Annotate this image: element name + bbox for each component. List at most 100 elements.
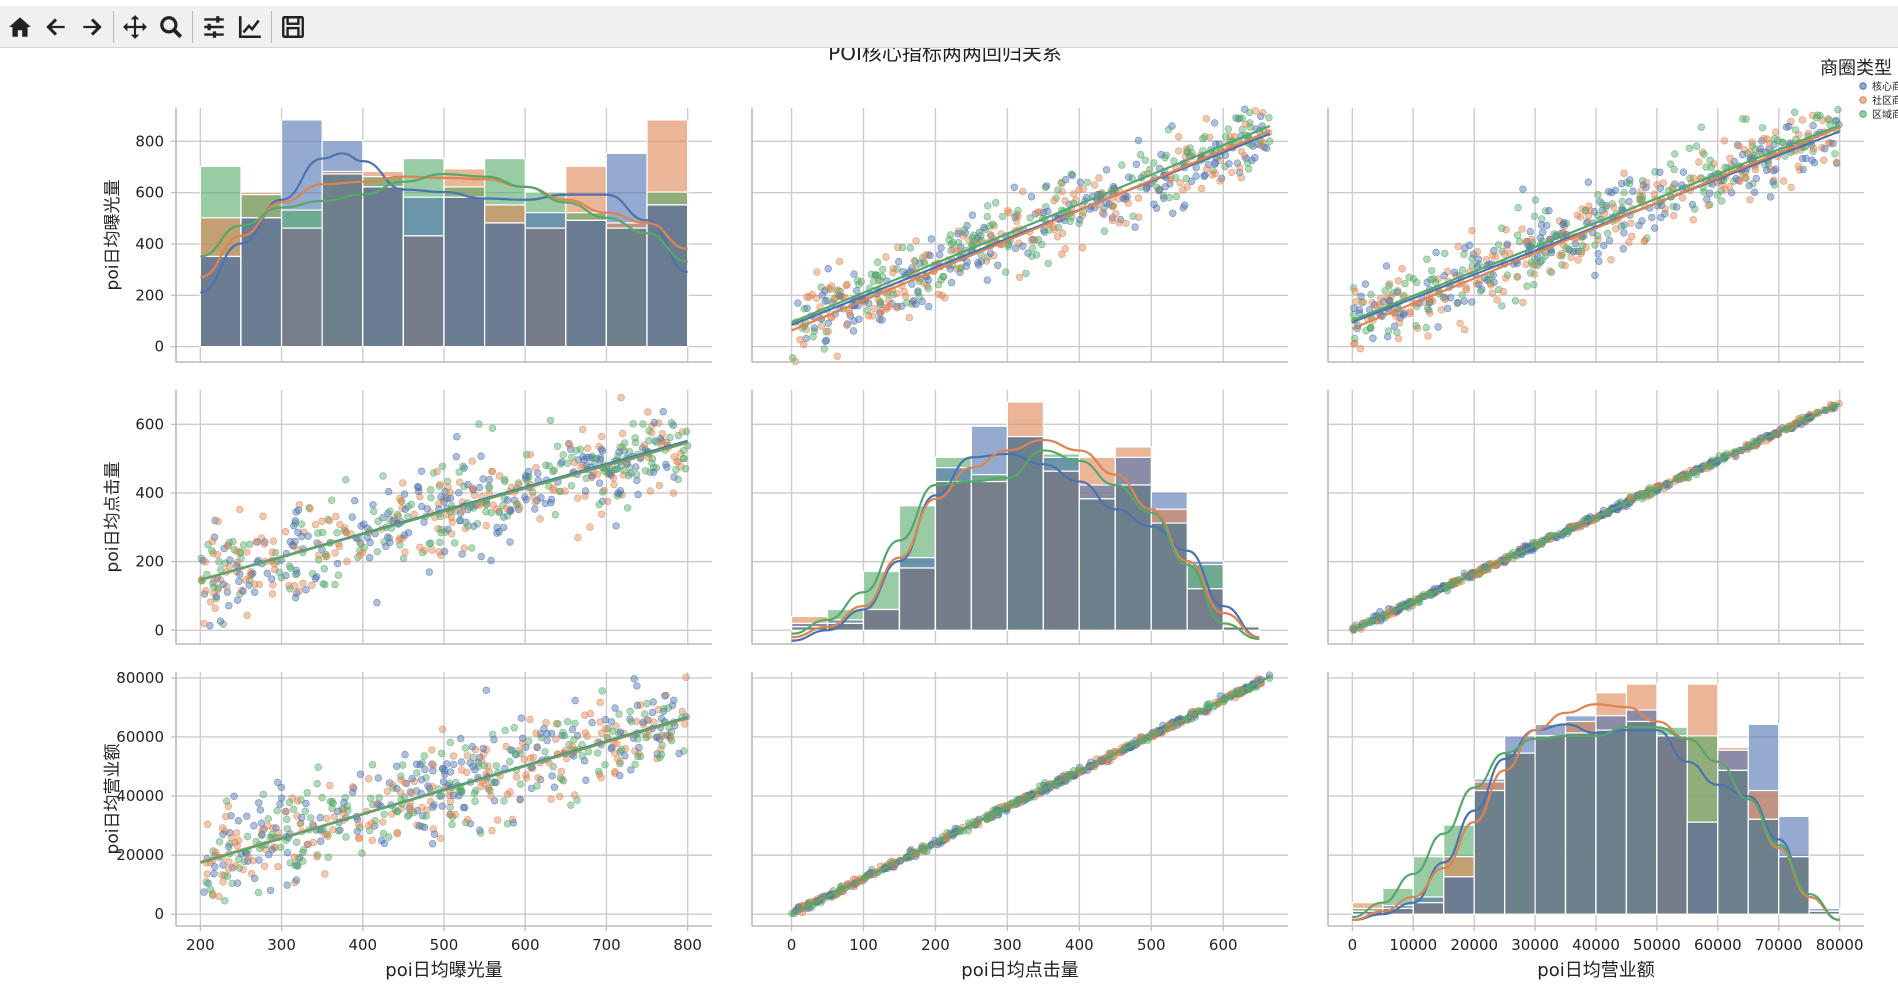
zoom-button[interactable]: [153, 9, 189, 45]
pan-button[interactable]: [117, 9, 153, 45]
hist-bar-overlap: [1006, 435, 1044, 631]
scatter-point: [624, 472, 633, 480]
scatter-point: [342, 833, 350, 841]
scatter-point: [308, 581, 316, 589]
scatter-point: [977, 231, 985, 240]
scatter-point: [616, 728, 625, 736]
scatter-points: [200, 673, 690, 905]
scatter-point: [1022, 269, 1030, 278]
scatter-point: [1381, 287, 1389, 295]
scatter-point: [397, 789, 405, 797]
scatter-point: [334, 571, 343, 579]
hist-bar-overlap: [280, 227, 323, 348]
scatter-point: [299, 857, 307, 865]
scatter-point: [1591, 271, 1599, 280]
scatter-point: [1249, 142, 1257, 150]
hist-bar-overlap: [199, 255, 242, 348]
scatter-point: [1829, 139, 1837, 148]
scatter-point: [920, 279, 928, 287]
scatter-point: [1098, 208, 1107, 217]
scatter-point: [373, 548, 381, 556]
scatter-point: [627, 766, 635, 774]
scatter-point: [1010, 183, 1018, 192]
hist-bar-overlap: [605, 227, 648, 348]
hist-bar-overlap: [934, 480, 973, 631]
scatter-point: [892, 304, 901, 312]
scatter-point: [670, 696, 678, 704]
subplots-button[interactable]: [196, 9, 232, 45]
scatter-point: [803, 304, 811, 312]
scatter-point: [459, 803, 468, 812]
scatter-point: [608, 727, 617, 735]
regression-line-区域商圈: [1351, 124, 1841, 322]
scatter-point: [410, 510, 418, 519]
panel-0-1: [751, 105, 1288, 366]
toolbar-separator: [271, 10, 272, 43]
scatter-point: [674, 431, 682, 440]
scatter-point: [274, 862, 282, 871]
scatter-point: [218, 871, 226, 879]
scatter-point: [1739, 115, 1747, 123]
scatter-point: [843, 321, 851, 329]
scatter-point: [621, 751, 629, 760]
scatter-point: [1591, 241, 1599, 249]
scatter-point: [570, 736, 578, 744]
y-tick-label: 0: [154, 338, 164, 356]
scatter-point: [582, 776, 590, 784]
scatter-point: [210, 869, 218, 878]
scatter-point: [601, 724, 610, 733]
scatter-point: [1581, 207, 1590, 215]
scatter-point: [236, 505, 244, 514]
scatter-point: [457, 734, 465, 743]
forward-arrow-button[interactable]: [74, 9, 110, 45]
scatter-point: [541, 748, 549, 756]
scatter-point: [375, 794, 383, 802]
scatter-point: [830, 295, 838, 304]
home-button[interactable]: [2, 9, 38, 45]
x-tick-label: 100: [849, 936, 878, 954]
scatter-point: [233, 596, 242, 604]
scatter-point: [365, 774, 373, 783]
scatter-point: [332, 512, 340, 521]
scatter-point: [1265, 114, 1273, 122]
scatter-point: [1700, 150, 1708, 159]
scatter-point: [430, 830, 439, 838]
regression-line-区域商圈: [791, 125, 1271, 324]
scatter-point: [342, 528, 351, 537]
back-arrow-button[interactable]: [38, 9, 74, 45]
legend-title: 商圈类型: [1820, 58, 1892, 79]
scatter-point: [386, 538, 394, 547]
scatter-point: [1669, 212, 1678, 220]
scatter-point: [1095, 174, 1103, 182]
scatter-point: [542, 718, 550, 727]
scatter-point: [515, 481, 523, 489]
scatter-point: [542, 461, 550, 469]
save-button[interactable]: [275, 9, 311, 45]
scatter-point: [1357, 292, 1365, 301]
scatter-point: [282, 571, 290, 580]
scatter-point: [259, 790, 267, 799]
scatter-point: [356, 770, 365, 778]
scatter-point: [882, 303, 890, 312]
scatter-point: [1556, 251, 1564, 260]
scatter-point: [342, 476, 350, 484]
scatter-point: [200, 619, 208, 628]
scatter-point: [320, 565, 328, 573]
scatter-point: [268, 548, 277, 556]
scatter-point: [351, 496, 359, 505]
scatter-point: [1367, 290, 1375, 299]
axes-button[interactable]: [232, 9, 268, 45]
pairplot-figure: POI核心指标两两回归关系 0 200 400 600 800 poi日均曝光量 0 200 4…: [103, 48, 1898, 981]
scatter-point: [399, 761, 407, 769]
scatter-point: [243, 611, 251, 620]
scatter-point: [670, 473, 678, 481]
scatter-point: [322, 550, 330, 559]
scatter-point: [680, 454, 688, 463]
scatter-point: [493, 505, 501, 513]
scatter-point: [206, 885, 215, 894]
scatter-point: [1351, 334, 1359, 343]
scatter-point: [1522, 260, 1530, 268]
scatter-point: [223, 797, 231, 805]
scatter-point: [313, 852, 321, 861]
scatter-point: [656, 753, 664, 762]
